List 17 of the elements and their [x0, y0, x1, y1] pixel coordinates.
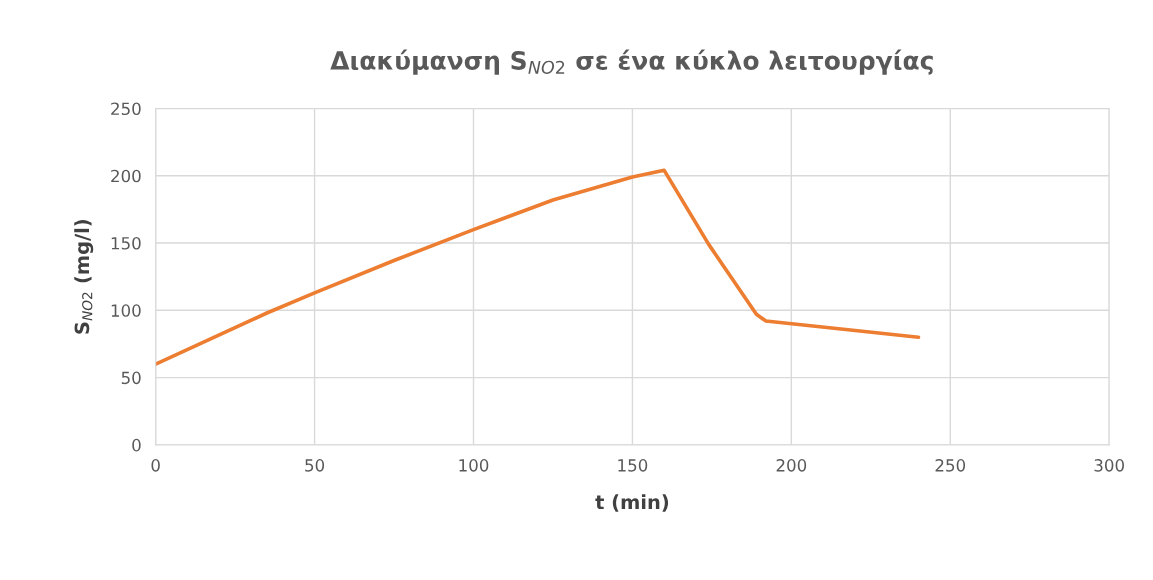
line-series — [155, 168, 921, 366]
chart-title: Διακύμανση S$_{NO2}$ σε ένα κύκλο λειτουργίας — [330, 49, 933, 75]
x-tick-label: 100 — [459, 459, 489, 472]
x-tick-label: 300 — [1094, 459, 1124, 472]
y-tick-label: 200 — [111, 169, 141, 183]
x-axis-title: t (min) — [595, 494, 669, 512]
x-tick-label: 250 — [935, 459, 966, 472]
y-tick-label: 150 — [111, 236, 141, 250]
y-tick-label: 0 — [132, 438, 141, 452]
x-tick-label: 50 — [305, 459, 325, 472]
y-axis-title: S$_{NO2}$ (mg/l) — [74, 220, 94, 334]
y-tick-label: 50 — [121, 371, 141, 385]
y-tick-label: 100 — [111, 304, 141, 317]
x-tick-label: 200 — [776, 459, 807, 472]
y-tick-label: 250 — [111, 102, 141, 116]
x-tick-label: 150 — [618, 459, 648, 472]
x-tick-label: 0 — [151, 459, 160, 472]
